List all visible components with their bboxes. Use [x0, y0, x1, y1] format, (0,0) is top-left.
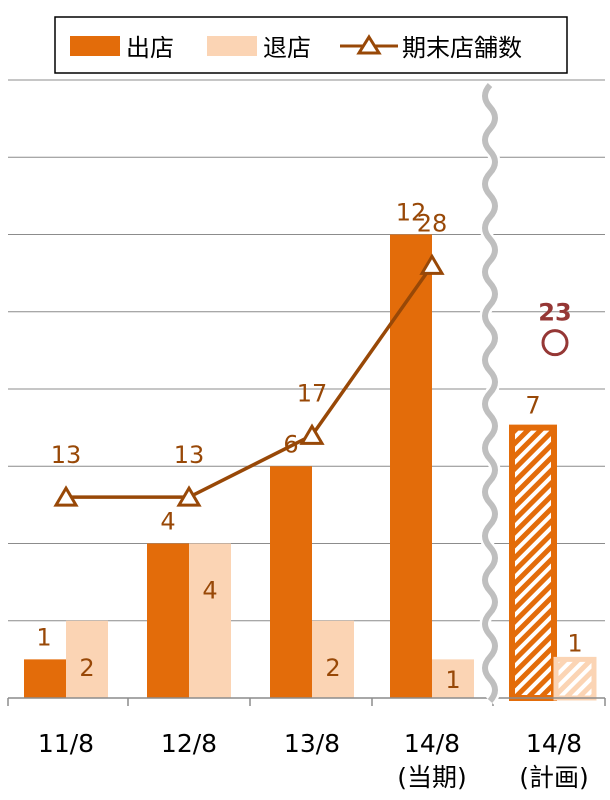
bar-close-3 — [432, 659, 474, 698]
axis-break-wave — [482, 82, 498, 704]
bar-close-1 — [189, 543, 231, 698]
store-count-polyline — [66, 264, 434, 499]
legend-swatch-close — [207, 36, 257, 56]
store-count-marker-0 — [53, 485, 79, 507]
label-store-count-1: 13 — [174, 441, 205, 469]
bar-close-2 — [312, 620, 354, 698]
bar-close-4 — [553, 656, 597, 701]
legend-swatch-open — [70, 36, 120, 56]
x-tick-label-4: 14/8 — [526, 729, 582, 758]
x-tick-label-1: 12/8 — [161, 729, 217, 758]
label-close-4: 1 — [567, 629, 582, 657]
bar-open-1 — [147, 543, 189, 698]
bar-open-4 — [509, 424, 557, 701]
legend: 出店 退店 期末店舗数 — [54, 16, 568, 74]
label-open-0: 1 — [36, 623, 51, 651]
bar-close-0 — [66, 620, 108, 698]
axis-break — [479, 81, 501, 705]
label-store-count-2: 17 — [297, 379, 328, 407]
store-count-marker-2 — [299, 423, 325, 445]
store-count-marker-3 — [419, 253, 445, 275]
legend-label-stores: 期末店舗数 — [402, 34, 522, 62]
label-open-4: 7 — [525, 392, 540, 420]
store-count-line — [53, 253, 569, 507]
bar-open-0 — [24, 659, 66, 698]
x-tick-label-3: 14/8 — [404, 729, 460, 758]
plan-store-count-marker — [541, 329, 569, 357]
store-count-marker-1 — [176, 485, 202, 507]
label-open-3: 12 — [396, 199, 427, 227]
label-store-count-3: 28 — [417, 209, 448, 237]
label-open-1: 4 — [160, 508, 175, 536]
label-close-0: 2 — [79, 654, 94, 682]
x-tick-labels: 11/8 12/8 13/8 14/8 (当期) 14/8 (計画) — [38, 729, 589, 792]
label-close-1: 4 — [202, 577, 217, 605]
label-store-count-0: 13 — [51, 441, 82, 469]
label-close-2: 2 — [325, 654, 340, 682]
legend-triangle-marker — [356, 34, 382, 55]
bar-open-2 — [270, 466, 312, 698]
label-open-2: 6 — [283, 430, 298, 458]
bars — [24, 234, 597, 701]
legend-box — [54, 16, 568, 74]
x-tick-sublabel-3: (当期) — [397, 763, 467, 792]
bar-open-3 — [390, 234, 432, 698]
x-tick-label-0: 11/8 — [38, 729, 94, 758]
legend-label-close: 退店 — [263, 34, 311, 62]
label-plan-store-count: 23 — [538, 299, 571, 327]
label-close-3: 1 — [445, 666, 460, 694]
x-tick-label-2: 13/8 — [284, 729, 340, 758]
legend-label-open: 出店 — [126, 34, 174, 62]
x-tick-sublabel-4: (計画) — [519, 763, 589, 792]
